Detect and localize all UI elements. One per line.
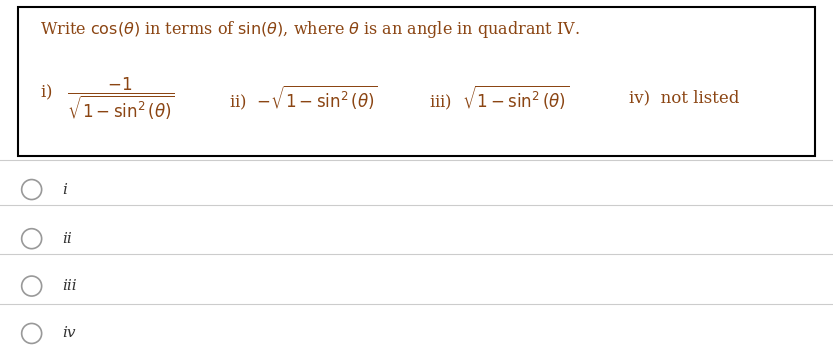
Text: iv)  not listed: iv) not listed xyxy=(629,90,740,107)
Text: ii: ii xyxy=(62,232,72,246)
Text: iii: iii xyxy=(62,279,77,293)
Text: ii)  $-\sqrt{1-\sin^2(\theta)}$: ii) $-\sqrt{1-\sin^2(\theta)}$ xyxy=(229,84,378,112)
Text: iv: iv xyxy=(62,326,76,340)
FancyBboxPatch shape xyxy=(18,7,815,156)
Text: iii)  $\sqrt{1-\sin^2(\theta)}$: iii) $\sqrt{1-\sin^2(\theta)}$ xyxy=(429,84,569,112)
Text: i: i xyxy=(62,183,67,197)
Text: Write $\cos(\theta)$ in terms of $\sin(\theta)$, where $\theta$ is an angle in q: Write $\cos(\theta)$ in terms of $\sin(\… xyxy=(40,19,580,40)
Text: i)   $\dfrac{-1}{\sqrt{1-\sin^2(\theta)}}$: i) $\dfrac{-1}{\sqrt{1-\sin^2(\theta)}}$ xyxy=(40,75,175,121)
